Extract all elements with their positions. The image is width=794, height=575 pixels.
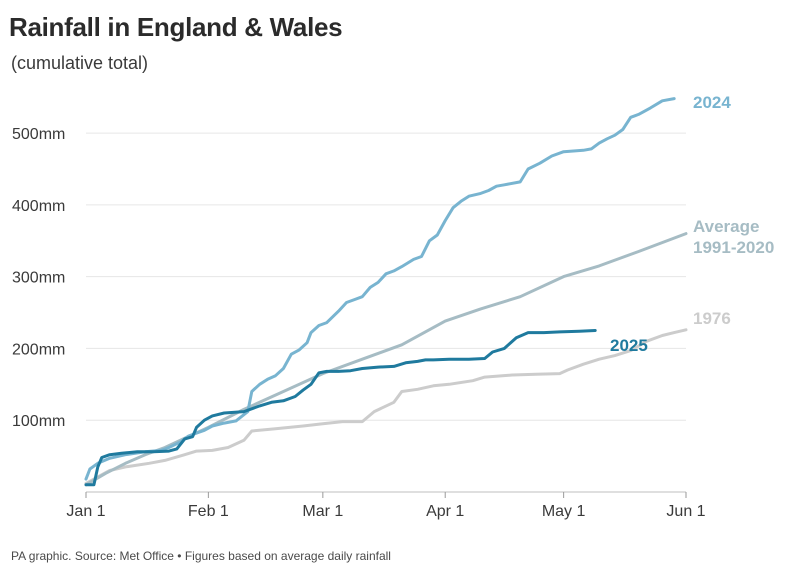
chart-subtitle: (cumulative total) xyxy=(11,53,149,73)
series-label-2025: 2025 xyxy=(610,336,648,355)
series-line-1976 xyxy=(84,328,688,485)
grid-lines xyxy=(86,132,686,421)
series-line-2024 xyxy=(84,97,676,481)
y-tick-label-100: 100mm xyxy=(12,413,65,430)
series-label-2024: 2024 xyxy=(693,93,731,112)
x-tick-label-jun-1: Jun 1 xyxy=(666,503,705,520)
x-tick-label-jan-1: Jan 1 xyxy=(66,503,105,520)
x-tick-label-feb-1: Feb 1 xyxy=(188,503,229,520)
source-note: PA graphic. Source: Met Office • Figures… xyxy=(11,549,391,563)
y-tick-label-200: 200mm xyxy=(12,341,65,358)
y-tick-label-500: 500mm xyxy=(12,126,65,143)
x-tick-label-may-1: May 1 xyxy=(542,503,586,520)
series-line-2025 xyxy=(84,329,597,487)
series-lines xyxy=(84,97,688,487)
x-tick-label-apr-1: Apr 1 xyxy=(426,503,464,520)
series-label-1976: 1976 xyxy=(693,309,731,328)
x-tick-labels: Jan 1 Feb 1 Mar 1 Apr 1 May 1 Jun 1 xyxy=(66,492,706,520)
y-tick-labels: 100mm 200mm 300mm 400mm 500mm xyxy=(12,126,65,430)
y-tick-label-300: 300mm xyxy=(12,270,65,287)
y-tick-label-400: 400mm xyxy=(12,198,65,215)
series-labels: 1976 Average 1991-2020 2024 2025 xyxy=(610,93,774,355)
x-tick-label-mar-1: Mar 1 xyxy=(302,503,343,520)
chart-title: Rainfall in England & Wales xyxy=(9,12,343,42)
series-label-average-1991-2020: Average 1991-2020 xyxy=(693,217,774,257)
